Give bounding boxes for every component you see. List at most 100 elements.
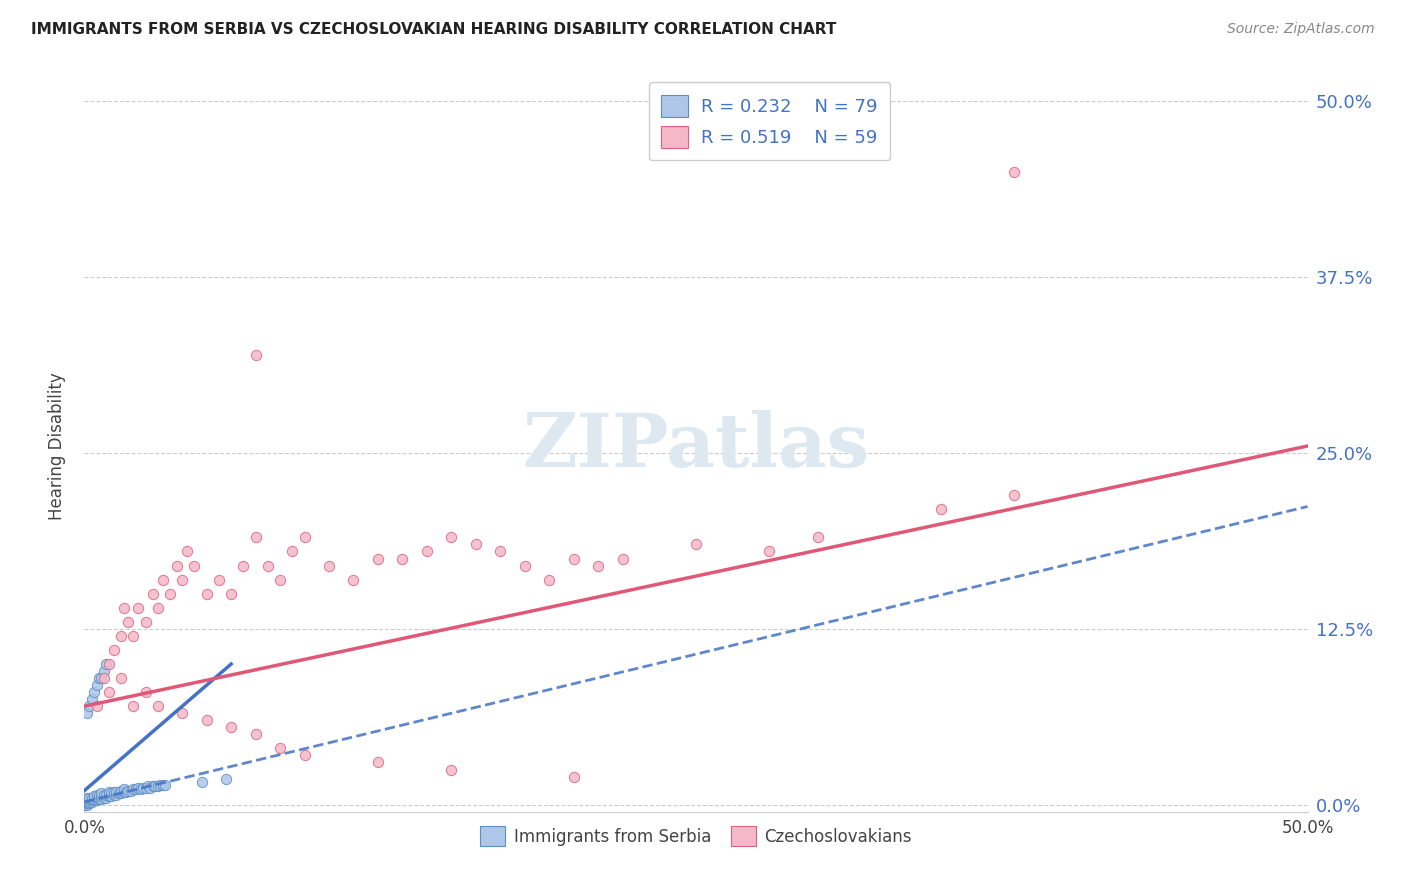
Point [103, 785, 125, 799]
Point [76, 797, 98, 811]
Point [176, 544, 198, 558]
Point [80, 692, 103, 706]
Point [562, 770, 585, 784]
Point [87, 671, 110, 685]
Point [464, 537, 486, 551]
Point [110, 783, 132, 797]
Point [367, 551, 389, 566]
Point [76, 797, 98, 812]
Point [117, 615, 139, 629]
Point [135, 780, 157, 795]
Point [562, 551, 585, 566]
Point [80, 793, 103, 807]
Point [489, 544, 512, 558]
Point [76, 795, 98, 809]
Point [112, 782, 135, 797]
Point [73, 793, 96, 807]
Point [172, 706, 194, 721]
Point [1002, 488, 1025, 502]
Point [73, 795, 96, 809]
Point [215, 772, 238, 787]
Point [538, 573, 561, 587]
Point [97, 685, 120, 699]
Point [80, 792, 103, 806]
Point [139, 780, 162, 795]
Point [83, 789, 105, 804]
Point [83, 793, 105, 807]
Point [318, 558, 340, 573]
Point [80, 790, 103, 805]
Point [97, 789, 120, 804]
Point [77, 797, 100, 811]
Point [96, 790, 118, 805]
Point [142, 587, 165, 601]
Point [86, 790, 108, 805]
Point [245, 727, 267, 741]
Text: ZIPatlas: ZIPatlas [523, 409, 869, 483]
Text: IMMIGRANTS FROM SERBIA VS CZECHOSLOVAKIAN HEARING DISABILITY CORRELATION CHART: IMMIGRANTS FROM SERBIA VS CZECHOSLOVAKIA… [31, 22, 837, 37]
Point [100, 787, 122, 801]
Point [342, 573, 364, 587]
Point [146, 780, 169, 794]
Point [87, 792, 110, 806]
Point [83, 685, 105, 699]
Point [929, 502, 952, 516]
Point [117, 783, 139, 797]
Point [195, 587, 218, 601]
Point [146, 600, 169, 615]
Point [90, 792, 112, 806]
Point [807, 530, 830, 544]
Point [195, 714, 218, 728]
Point [146, 699, 169, 714]
Point [416, 544, 439, 558]
Point [93, 671, 115, 685]
Point [135, 685, 157, 699]
Point [90, 787, 112, 801]
Point [87, 788, 110, 802]
Point [122, 782, 145, 797]
Point [219, 720, 242, 734]
Point [281, 544, 304, 558]
Point [142, 780, 165, 794]
Point [86, 793, 108, 807]
Point [103, 788, 125, 802]
Point [127, 600, 149, 615]
Point [76, 706, 98, 721]
Point [97, 657, 120, 671]
Point [513, 558, 536, 573]
Point [129, 782, 152, 797]
Point [90, 671, 112, 685]
Point [125, 782, 148, 797]
Point [100, 789, 122, 804]
Point [115, 785, 138, 799]
Point [612, 551, 634, 566]
Point [191, 775, 214, 789]
Point [105, 788, 128, 802]
Point [122, 629, 145, 643]
Point [93, 790, 115, 805]
Point [219, 587, 242, 601]
Point [96, 788, 118, 802]
Point [440, 530, 463, 544]
Point [586, 558, 609, 573]
Point [232, 558, 254, 573]
Point [105, 785, 128, 799]
Point [86, 678, 108, 692]
Point [73, 792, 96, 806]
Point [153, 778, 176, 792]
Point [172, 573, 194, 587]
Point [110, 787, 132, 801]
Point [73, 797, 96, 812]
Point [269, 573, 291, 587]
Point [73, 797, 96, 811]
Point [97, 785, 120, 799]
Point [73, 797, 96, 812]
Point [136, 780, 159, 794]
Point [122, 699, 145, 714]
Point [77, 793, 100, 807]
Point [90, 789, 112, 804]
Point [110, 629, 132, 643]
Point [245, 530, 267, 544]
Point [73, 797, 96, 811]
Point [86, 699, 108, 714]
